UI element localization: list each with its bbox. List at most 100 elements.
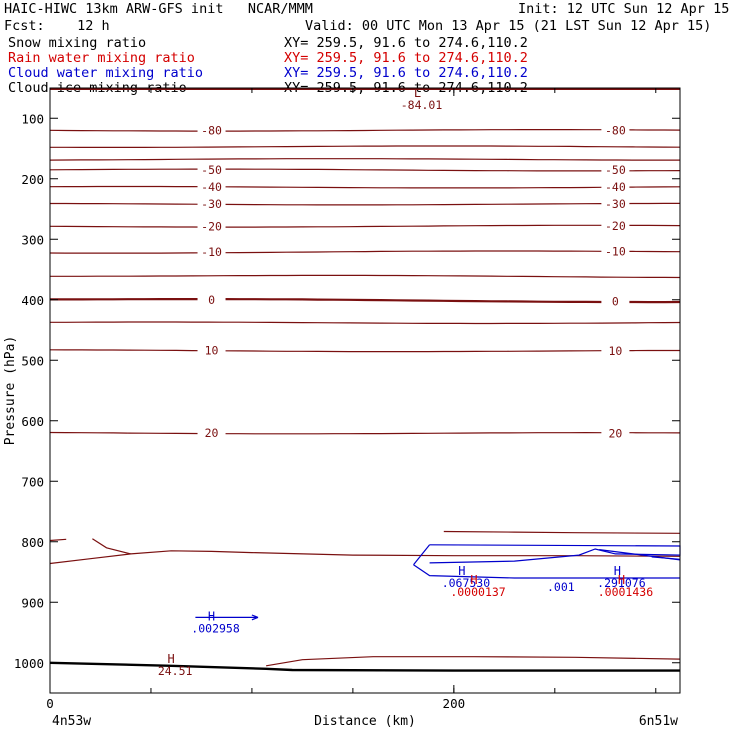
x-end-label-right: 6n51w	[639, 714, 678, 729]
model-title: HAIC-HIWC 13km ARW-GFS init NCAR/MMM	[4, 1, 313, 17]
y-tick-label: 200	[21, 172, 44, 187]
isotherm-line	[50, 274, 681, 279]
isotherm-line	[49, 168, 681, 172]
isotherm-label: -20	[201, 219, 222, 233]
isotherm-label-bg	[197, 293, 226, 306]
extremum-value: .0001436	[598, 585, 653, 599]
isotherm-line	[49, 349, 680, 353]
isotherm-label: -30	[605, 197, 626, 211]
extremum-value: .067530	[442, 576, 491, 590]
isotherm-label-bg	[197, 124, 226, 137]
valid-time: Valid: 00 UTC Mon 13 Apr 15 (21 LST Sun …	[305, 18, 712, 34]
isotherm-label-bg	[197, 163, 226, 176]
isotherm-label-bg	[601, 220, 630, 233]
isotherm-label: -80	[201, 123, 222, 137]
isotherm-label-bg	[601, 245, 630, 258]
isotherm-label-bg	[601, 164, 630, 177]
isotherm-label-bg	[601, 427, 630, 440]
isotherm-label: -30	[201, 197, 222, 211]
isotherm-label: -40	[605, 180, 626, 194]
isotherm-label-bg	[601, 198, 630, 211]
isotherm-line	[443, 530, 681, 534]
cloud-water-contour	[413, 564, 680, 579]
field-cloudwater-name: Cloud water mixing ratio	[8, 65, 204, 81]
isotherm-label: 20	[205, 426, 219, 440]
x-tick-label: 0	[46, 696, 54, 711]
isotherm-label-bg	[601, 345, 630, 358]
y-tick-label: 700	[21, 474, 44, 489]
isotherm-label: 0	[208, 293, 215, 307]
isotherm-contours: -80 -80 -50 -50 -40 -40 -30 -30 -20 -20 -10 -10 0 0 10…	[49, 123, 681, 667]
isotherm-label-bg	[197, 198, 226, 211]
isotherm-line	[50, 321, 681, 325]
isotherm-line	[266, 656, 681, 667]
contour-labels: L-84.01H24.51H.002958H.067530H.291076H.0…	[158, 86, 653, 678]
isotherm-label: -80	[605, 123, 626, 137]
y-tick-label: 400	[21, 293, 44, 308]
cloud-water-contour	[651, 556, 681, 560]
extremum-marker: H	[208, 609, 215, 623]
extremum-value: 24.51	[158, 664, 193, 678]
isotherm-line	[92, 538, 131, 555]
extremum-marker: H	[618, 573, 625, 587]
isotherm-line	[49, 550, 681, 565]
x-axis-label: Distance (km)	[314, 714, 416, 729]
isotherm-label: -20	[605, 219, 626, 233]
isotherm-label: 0	[612, 294, 619, 308]
y-tick-label: 600	[21, 414, 44, 429]
field-cloudwater-xy: XY= 259.5, 91.6 to 274.6,110.2	[284, 65, 528, 81]
extremum-value: .0000137	[450, 585, 505, 599]
y-tick-label: 100	[21, 111, 44, 126]
extremum-value: .002958	[191, 621, 240, 635]
extremum-marker: H	[168, 652, 175, 666]
extremum-marker: H	[614, 564, 621, 578]
isotherm-label: -50	[605, 163, 626, 177]
x-end-label-left: 4n53w	[52, 714, 91, 729]
isotherm-line	[50, 202, 680, 206]
forecast-hour: Fcst: 12 h	[4, 18, 110, 34]
isotherm-line	[50, 298, 681, 304]
isotherm-label: -40	[201, 180, 222, 194]
terrain-line	[49, 661, 680, 672]
isotherm-line	[49, 224, 681, 228]
y-tick-label: 300	[21, 232, 44, 247]
x-tick-label: 200	[443, 696, 466, 711]
field-snow-name: Snow mixing ratio	[8, 35, 147, 51]
y-tick-label: 900	[21, 595, 44, 610]
field-rain-name: Rain water mixing ratio	[8, 50, 195, 66]
cloud-water-contour	[195, 614, 259, 621]
isotherm-line	[49, 250, 681, 254]
isotherm-label: -10	[605, 244, 626, 258]
extremum-marker: H	[470, 573, 477, 587]
terrain-surface	[49, 88, 680, 672]
extremum-value: .291076	[597, 576, 646, 590]
extremum-marker: H	[458, 564, 465, 578]
isotherm-label: 10	[205, 344, 219, 358]
isotherm-label-bg	[601, 124, 630, 137]
y-axis-label: Pressure (hPa)	[3, 336, 18, 446]
isotherm-label-bg	[197, 181, 226, 194]
y-tick-label: 1000	[14, 656, 44, 671]
isotherm-label-bg	[197, 344, 226, 357]
isotherm-line	[49, 158, 680, 161]
init-time: Init: 12 UTC Sun 12 Apr 15	[518, 1, 730, 17]
isotherm-line	[49, 185, 681, 189]
contour-value-label: .001	[547, 580, 575, 594]
isotherm-label: -10	[201, 245, 222, 259]
isotherm-line	[50, 145, 681, 148]
extremum-value: -84.01	[401, 98, 443, 112]
y-tick-label: 800	[21, 535, 44, 550]
cloud-water-contour	[429, 544, 681, 564]
y-tick-label: 500	[21, 353, 44, 368]
isotherm-label-bg	[601, 295, 630, 308]
isotherm-label: -50	[201, 163, 222, 177]
isotherm-label-bg	[197, 220, 226, 233]
field-rain-xy: XY= 259.5, 91.6 to 274.6,110.2	[284, 50, 528, 66]
isotherm-label: 10	[608, 344, 622, 358]
isotherm-label-bg	[197, 427, 226, 440]
isotherm-label-bg	[601, 181, 630, 194]
isotherm-label: 20	[608, 426, 622, 440]
isotherm-line	[49, 129, 681, 132]
